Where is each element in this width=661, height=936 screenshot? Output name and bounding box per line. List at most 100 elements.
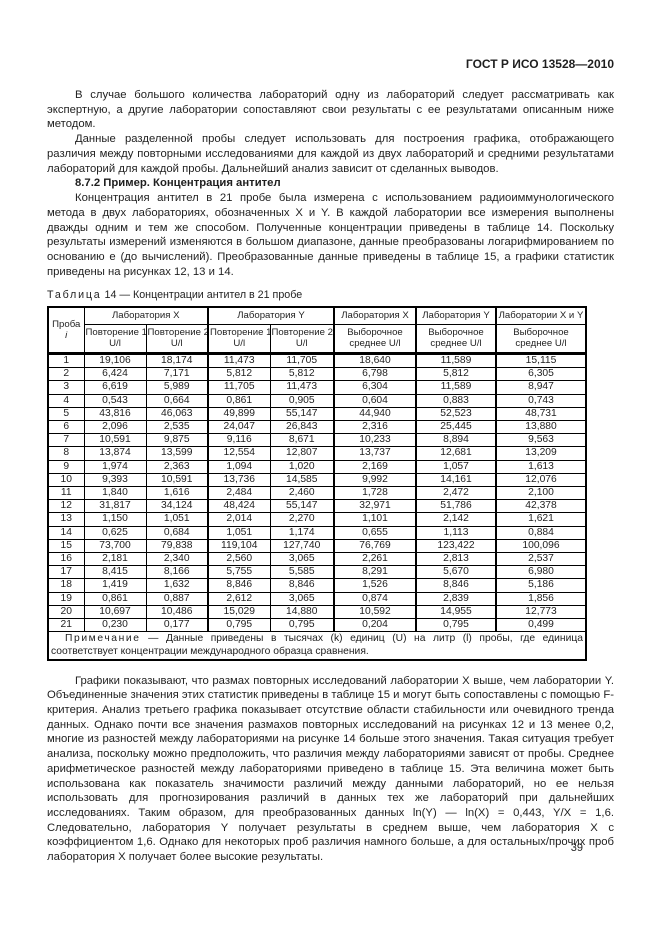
value-cell: 1,728 — [333, 485, 417, 501]
table-row: 20 10,697 10,486 15,029 14,880 10,592 14,955 12… — [47, 604, 587, 620]
value-cell: 0,795 — [415, 617, 497, 633]
unit-label: U/l — [109, 338, 121, 350]
value-cell: 1,632 — [145, 578, 209, 593]
value-cell: 0,177 — [145, 617, 209, 633]
value-cell: 12,773 — [495, 604, 587, 620]
value-cell: 5,989 — [145, 380, 209, 395]
sample-number-cell: 1 — [47, 352, 85, 369]
col-header-lab-xy-mean-group: Лаборатории X и Y — [495, 306, 587, 325]
table-row: 1 19,106 18,174 11,473 11,705 18,640 11,589 15,… — [47, 352, 587, 369]
value-cell: 18,174 — [145, 352, 209, 369]
value-cell: 8,671 — [269, 433, 335, 448]
sample-number-cell: 15 — [47, 538, 85, 553]
value-cell: 2,270 — [269, 512, 335, 527]
value-cell: 1,051 — [145, 512, 209, 527]
value-cell: 2,363 — [145, 459, 209, 474]
value-cell: 13,880 — [495, 419, 587, 435]
sample-mean-unit-label: среднее U/l — [349, 338, 401, 350]
col-header-lab-x-group: Лаборатория X — [83, 306, 209, 325]
sample-mean-label: Выборочное — [513, 326, 569, 338]
value-cell: 0,743 — [495, 393, 587, 408]
sample-number-cell: 2 — [47, 367, 85, 382]
value-cell: 2,340 — [145, 551, 209, 567]
value-cell: 51,786 — [415, 499, 497, 514]
value-cell: 5,670 — [415, 565, 497, 580]
col-header-sample-mean-y: Выборочное среднее U/l — [415, 323, 497, 354]
value-cell: 31,817 — [83, 499, 147, 514]
col-header-rep2-y: Повторение 2 U/l — [269, 323, 335, 354]
value-cell: 79,838 — [145, 538, 209, 553]
value-cell: 2,560 — [207, 551, 271, 567]
table-row: 11 1,840 1,616 2,484 2,460 1,728 2,472 2,100 — [47, 485, 587, 501]
value-cell: 1,051 — [207, 525, 271, 540]
table-row: 13 1,150 1,051 2,014 2,270 1,101 2,142 1,621 — [47, 512, 587, 527]
table-caption: Таблица 14 — Концентрации антител в 21 п… — [47, 289, 614, 302]
value-cell: 0,887 — [145, 591, 209, 606]
value-cell: 3,065 — [269, 591, 335, 606]
table-row: 17 8,415 8,166 5,755 5,585 8,291 5,670 6,980 — [47, 565, 587, 580]
value-cell: 10,233 — [333, 433, 417, 448]
value-cell: 11,705 — [207, 380, 271, 395]
value-cell: 0,230 — [83, 617, 147, 633]
value-cell: 2,142 — [415, 512, 497, 527]
value-cell: 12,554 — [207, 446, 271, 461]
value-cell: 8,291 — [333, 565, 417, 580]
value-cell: 2,612 — [207, 591, 271, 606]
value-cell: 5,812 — [269, 367, 335, 382]
value-cell: 0,684 — [145, 525, 209, 540]
value-cell: 10,486 — [145, 604, 209, 620]
sample-mean-unit-label: среднее U/l — [515, 338, 567, 350]
page-number: 39 — [570, 842, 583, 854]
note-word: Примечание — [65, 633, 141, 645]
value-cell: 9,992 — [333, 472, 417, 487]
value-cell: 1,174 — [269, 525, 335, 540]
section-heading-872: 8.7.2 Пример. Концентрация антител — [75, 177, 281, 190]
value-cell: 2,316 — [333, 419, 417, 435]
value-cell: 2,484 — [207, 485, 271, 501]
value-cell: 6,619 — [83, 380, 147, 395]
table-row: 7 10,591 9,875 9,116 8,671 10,233 8,894 9,563 — [47, 433, 587, 448]
table-head: Проба i Лаборатория X Лаборатория Y Лабо… — [47, 306, 587, 354]
sample-mean-label: Выборочное — [347, 326, 403, 338]
value-cell: 8,846 — [207, 578, 271, 593]
value-cell: 2,169 — [333, 459, 417, 474]
value-cell: 100,096 — [495, 538, 587, 553]
value-cell: 8,166 — [145, 565, 209, 580]
col-header-sample: Проба i — [47, 306, 85, 354]
value-cell: 2,535 — [145, 419, 209, 435]
value-cell: 13,736 — [207, 472, 271, 487]
paragraph-analysis-conclusion: Графики показывают, что размах повторных… — [47, 674, 614, 864]
value-cell: 2,096 — [83, 419, 147, 435]
antibody-table-body: 1 19,106 18,174 11,473 11,705 18,640 11,589 15,… — [47, 352, 587, 633]
table-row: 18 1,419 1,632 8,846 8,846 1,526 8,846 5,186 — [47, 578, 587, 593]
value-cell: 9,875 — [145, 433, 209, 448]
sample-mean-label: Выборочное — [428, 326, 484, 338]
value-cell: 2,100 — [495, 485, 587, 501]
value-cell: 1,974 — [83, 459, 147, 474]
value-cell: 2,537 — [495, 551, 587, 567]
value-cell: 0,883 — [415, 393, 497, 408]
sample-number-cell: 13 — [47, 512, 85, 527]
table-row: 12 31,817 34,124 48,424 55,147 32,971 51,786 42… — [47, 499, 587, 514]
value-cell: 11,473 — [269, 380, 335, 395]
col-header-sample-mean-x: Выборочное среднее U/l — [333, 323, 417, 354]
value-cell: 5,585 — [269, 565, 335, 580]
sample-mean-unit-label: среднее U/l — [430, 338, 482, 350]
table-note-section: Примечание — Данные приведены в тысячах … — [47, 631, 587, 661]
sample-number-cell: 8 — [47, 446, 85, 461]
sample-index-label: i — [65, 330, 68, 342]
value-cell: 0,204 — [333, 617, 417, 633]
sample-number-cell: 3 — [47, 380, 85, 395]
sample-number-cell: 10 — [47, 472, 85, 487]
sample-label: Проба — [52, 318, 81, 330]
value-cell: 8,894 — [415, 433, 497, 448]
value-cell: 0,861 — [207, 393, 271, 408]
table-row: 10 9,393 10,591 13,736 14,585 9,992 14,161 12,0… — [47, 472, 587, 487]
value-cell: 3,065 — [269, 551, 335, 567]
value-cell: 2,014 — [207, 512, 271, 527]
table-row: 4 0,543 0,664 0,861 0,905 0,604 0,883 0,743 — [47, 393, 587, 408]
value-cell: 6,980 — [495, 565, 587, 580]
value-cell: 32,971 — [333, 499, 417, 514]
value-cell: 2,261 — [333, 551, 417, 567]
value-cell: 0,884 — [495, 525, 587, 540]
